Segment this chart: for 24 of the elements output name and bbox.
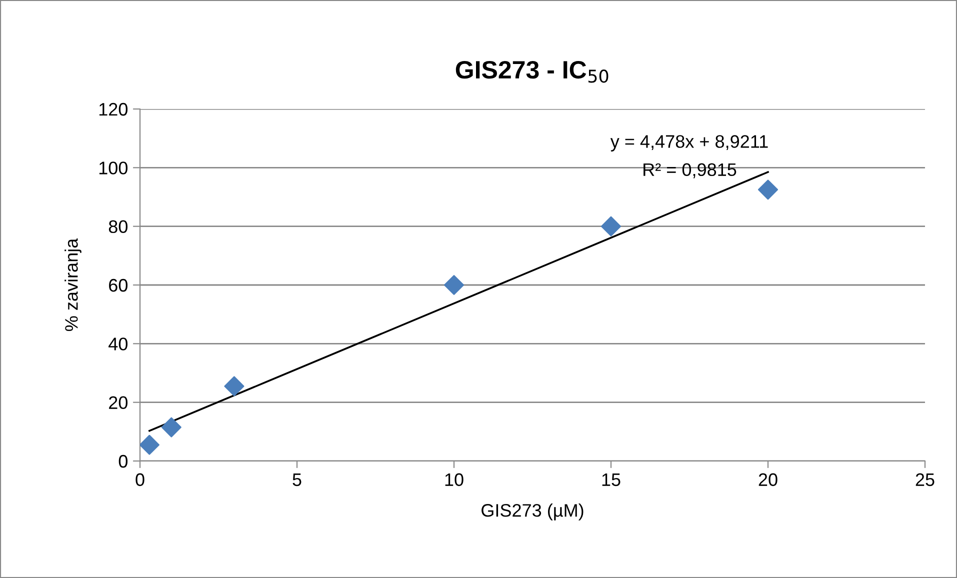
y-tick-label: 60 — [109, 278, 128, 292]
x-tick-label: 15 — [602, 473, 620, 486]
annotation: R² = 0,9815 — [644, 163, 736, 178]
point — [758, 180, 778, 200]
point — [224, 376, 244, 396]
y-tick-label: 40 — [108, 338, 128, 350]
chart-title: GIS273 - IC$_{50}$ — [456, 60, 608, 83]
y-tick-label: 20 — [109, 396, 128, 410]
x-axis-title: GIS273 (µM) — [482, 504, 584, 520]
annotation: y = 4,478x + 8,9211 — [610, 135, 768, 152]
x-tick-label: 20 — [758, 473, 778, 486]
point — [444, 274, 464, 296]
point — [600, 216, 622, 236]
y-tick-label: 0 — [118, 454, 128, 468]
y-tick-label: 120 — [99, 102, 128, 116]
x-tick-label: 25 — [916, 473, 934, 486]
x-tick-label: 0 — [136, 473, 144, 486]
y-tick-label: 80 — [108, 220, 128, 234]
x-tick-label: 5 — [292, 473, 302, 486]
y-axis-title: % zaviranja — [64, 238, 82, 332]
point — [140, 434, 160, 455]
point — [161, 417, 182, 438]
x-tick-label: 10 — [445, 473, 464, 486]
y-tick-label: 100 — [99, 162, 128, 174]
